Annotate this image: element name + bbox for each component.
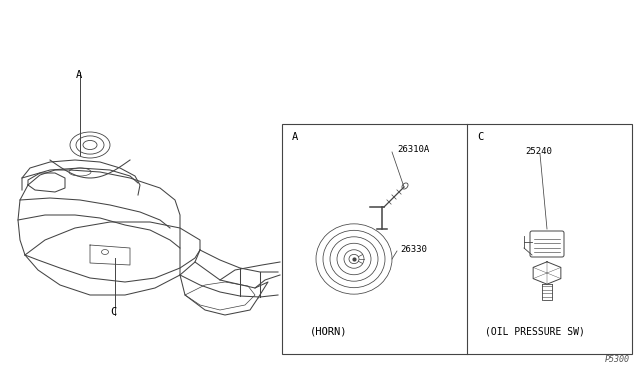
Text: A: A xyxy=(76,70,83,80)
Text: C: C xyxy=(110,307,116,317)
Text: P5300: P5300 xyxy=(605,355,630,364)
Text: 25240: 25240 xyxy=(525,147,552,156)
Text: (HORN): (HORN) xyxy=(310,326,348,336)
Text: 26330: 26330 xyxy=(400,245,427,254)
Text: 26310A: 26310A xyxy=(397,145,429,154)
Text: C: C xyxy=(477,132,483,142)
Text: (OIL PRESSURE SW): (OIL PRESSURE SW) xyxy=(485,326,585,336)
Text: A: A xyxy=(292,132,298,142)
